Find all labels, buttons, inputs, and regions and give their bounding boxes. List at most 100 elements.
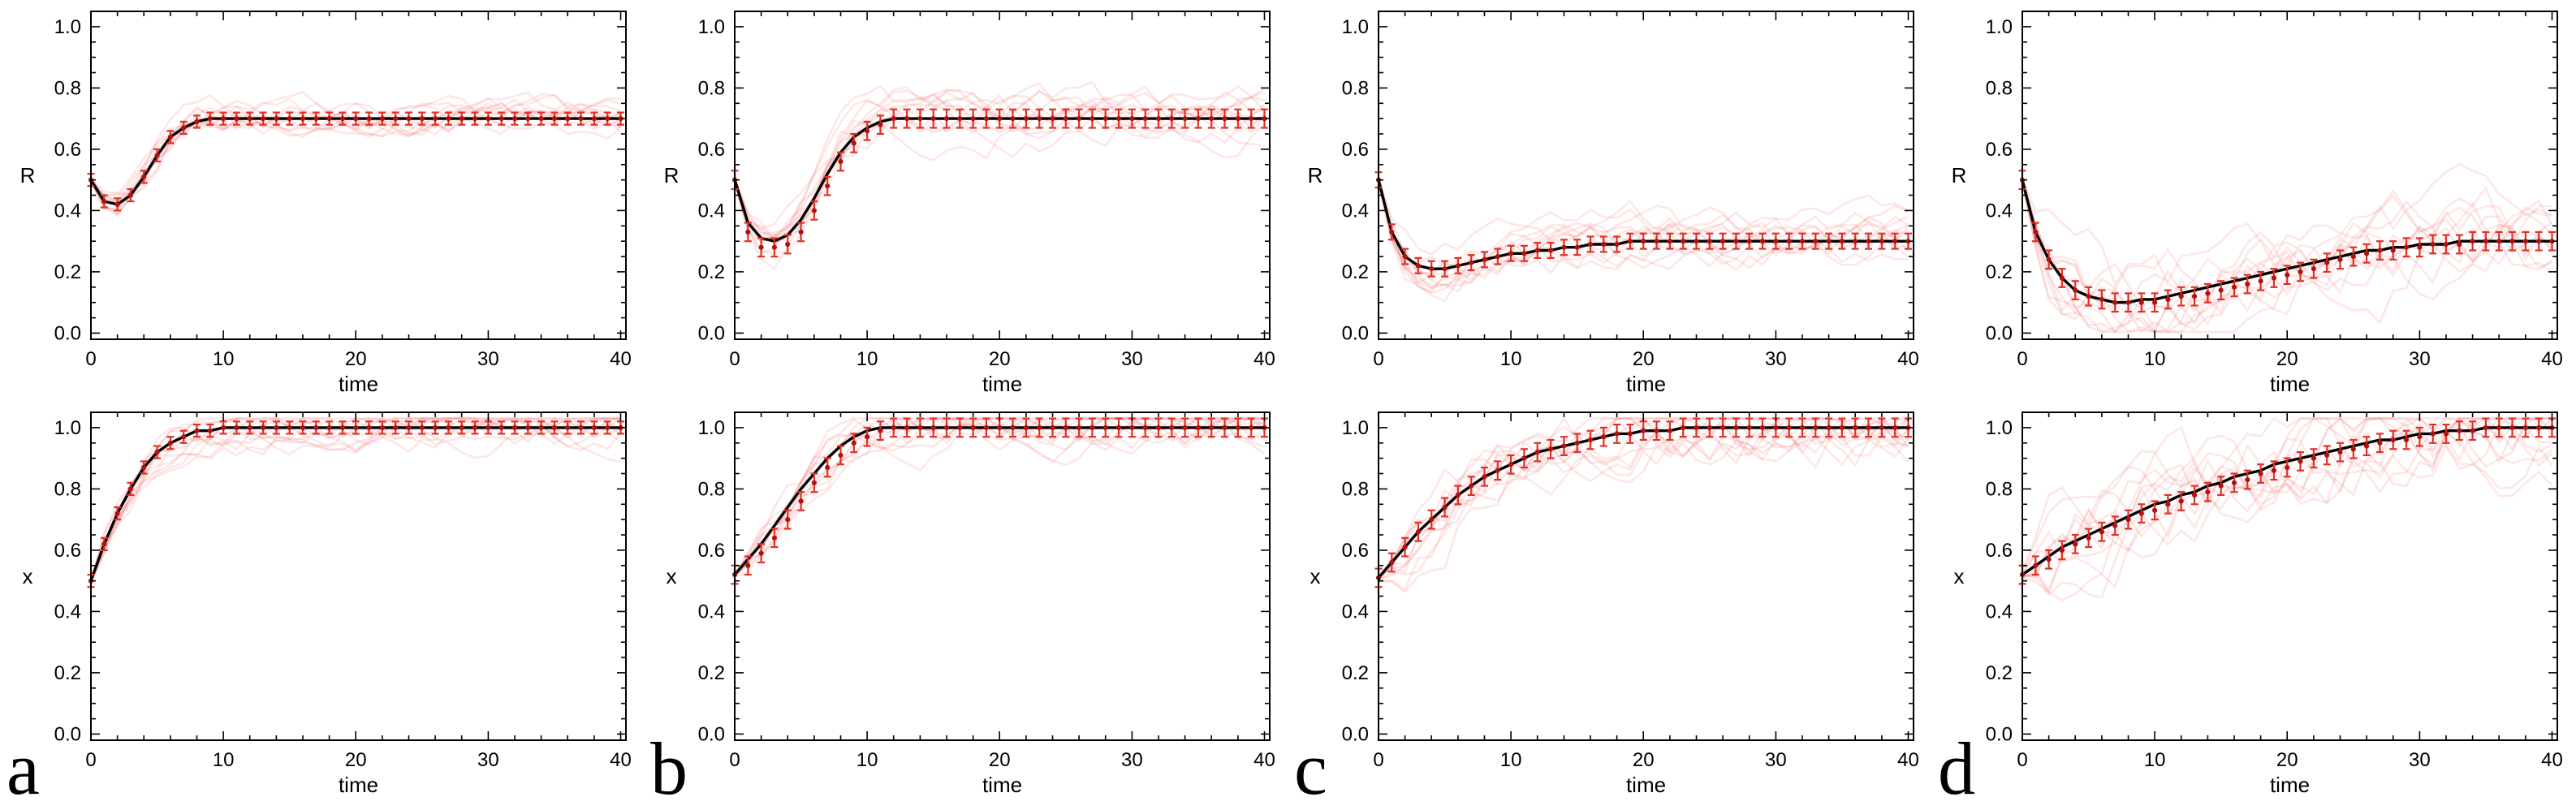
svg-text:20: 20 — [1633, 348, 1655, 370]
data-points — [88, 116, 624, 207]
svg-text:0.8: 0.8 — [698, 478, 725, 500]
frame-ticks: 0 10 20 30 40 0.0 0.2 0.4 0.6 0.8 1.0 — [1986, 412, 2563, 771]
svg-text:40: 40 — [1253, 348, 1275, 370]
x-axis-label: time — [982, 372, 1022, 396]
svg-text:10: 10 — [1500, 749, 1522, 771]
y-axis-label: x — [1954, 564, 1965, 588]
svg-text:10: 10 — [857, 749, 878, 771]
svg-text:30: 30 — [2409, 749, 2431, 771]
svg-text:1.0: 1.0 — [54, 417, 81, 439]
svg-text:0.2: 0.2 — [1986, 662, 2013, 684]
y-axis-label: R — [20, 163, 36, 187]
svg-text:20: 20 — [1633, 749, 1655, 771]
svg-text:30: 30 — [2409, 348, 2431, 370]
panel-label-d: d — [1938, 727, 1975, 810]
svg-text:0.0: 0.0 — [1342, 322, 1369, 344]
y-axis-label: R — [1952, 163, 1967, 187]
svg-text:0.8: 0.8 — [54, 478, 81, 500]
svg-text:1.0: 1.0 — [1342, 16, 1369, 38]
svg-text:0.8: 0.8 — [698, 77, 725, 99]
error-bars — [1374, 171, 1912, 278]
x-axis-label: time — [2270, 773, 2310, 797]
frame-ticks: 0 10 20 30 40 0.0 0.2 0.4 0.6 0.8 1.0 — [1342, 11, 1919, 370]
chart-svg: 0 10 20 30 40 0.0 0.2 0.4 0.6 0.8 1.0 time x — [1288, 401, 1931, 802]
svg-text:0.0: 0.0 — [1986, 723, 2013, 745]
data-points — [2019, 177, 2555, 305]
y-axis-label: x — [23, 564, 33, 588]
svg-text:40: 40 — [2541, 749, 2563, 771]
svg-text:10: 10 — [1500, 348, 1522, 370]
chart-svg: 0 10 20 30 40 0.0 0.2 0.4 0.6 0.8 1.0 time R — [1288, 0, 1931, 401]
svg-text:20: 20 — [345, 348, 367, 370]
svg-text:0.8: 0.8 — [1342, 77, 1369, 99]
panel-label-c: c — [1294, 727, 1327, 810]
svg-text:0.4: 0.4 — [1342, 200, 1369, 222]
chart-svg: 0 10 20 30 40 0.0 0.2 0.4 0.6 0.8 1.0 time R — [644, 0, 1288, 401]
chart-b-x: 0 10 20 30 40 0.0 0.2 0.4 0.6 0.8 1.0 time x — [644, 401, 1288, 802]
svg-text:0: 0 — [2017, 348, 2027, 370]
svg-text:0: 0 — [85, 348, 96, 370]
svg-text:0.0: 0.0 — [54, 723, 81, 745]
svg-text:40: 40 — [1253, 749, 1275, 771]
panel-label-a: a — [6, 727, 40, 810]
svg-text:0.6: 0.6 — [1986, 540, 2013, 562]
svg-text:30: 30 — [477, 348, 499, 370]
svg-text:0: 0 — [1373, 348, 1383, 370]
svg-text:40: 40 — [1897, 749, 1919, 771]
svg-text:10: 10 — [213, 749, 235, 771]
plot-frame — [734, 11, 1271, 340]
svg-text:0.2: 0.2 — [1986, 261, 2013, 283]
x-axis-label: time — [2270, 372, 2310, 396]
data-points — [731, 424, 1267, 578]
svg-text:0.2: 0.2 — [54, 261, 81, 283]
plot-frame — [90, 411, 627, 741]
svg-text:0.0: 0.0 — [698, 322, 725, 344]
plot-frame — [90, 11, 627, 340]
frame-ticks: 0 10 20 30 40 0.0 0.2 0.4 0.6 0.8 1.0 — [1342, 412, 1919, 771]
chart-a-R: 0 10 20 30 40 0.0 0.2 0.4 0.6 0.8 1.0 time R — [0, 0, 644, 401]
chart-svg: 0 10 20 30 40 0.0 0.2 0.4 0.6 0.8 1.0 time x — [0, 401, 644, 802]
frame-ticks: 0 10 20 30 40 0.0 0.2 0.4 0.6 0.8 1.0 — [1986, 11, 2563, 370]
plot-frame — [2022, 11, 2558, 340]
svg-text:30: 30 — [1121, 749, 1143, 771]
svg-text:0.0: 0.0 — [1342, 723, 1369, 745]
chart-c-x: 0 10 20 30 40 0.0 0.2 0.4 0.6 0.8 1.0 time x — [1288, 401, 1931, 802]
chart-d-x: 0 10 20 30 40 0.0 0.2 0.4 0.6 0.8 1.0 time x — [1931, 401, 2575, 802]
svg-text:0.2: 0.2 — [54, 662, 81, 684]
svg-text:0.4: 0.4 — [54, 601, 81, 623]
svg-text:1.0: 1.0 — [698, 16, 725, 38]
svg-text:20: 20 — [2276, 749, 2298, 771]
data-points — [1375, 424, 1911, 580]
svg-text:0.8: 0.8 — [1986, 77, 2013, 99]
panel-c: 0 10 20 30 40 0.0 0.2 0.4 0.6 0.8 1.0 time R 0 10 20 30… — [1288, 0, 1931, 810]
svg-text:0.4: 0.4 — [1342, 601, 1369, 623]
panel-b: 0 10 20 30 40 0.0 0.2 0.4 0.6 0.8 1.0 time R 0 10 20 30… — [644, 0, 1288, 806]
chart-svg: 0 10 20 30 40 0.0 0.2 0.4 0.6 0.8 1.0 time x — [1931, 401, 2575, 802]
chart-svg: 0 10 20 30 40 0.0 0.2 0.4 0.6 0.8 1.0 time x — [644, 401, 1288, 802]
frame-ticks: 0 10 20 30 40 0.0 0.2 0.4 0.6 0.8 1.0 — [54, 11, 632, 370]
data-points — [731, 116, 1267, 250]
svg-text:0.2: 0.2 — [698, 662, 725, 684]
svg-text:0.4: 0.4 — [698, 200, 725, 222]
svg-text:40: 40 — [2541, 348, 2563, 370]
y-axis-label: R — [664, 163, 680, 187]
svg-text:1.0: 1.0 — [698, 417, 725, 439]
svg-text:0.0: 0.0 — [1986, 322, 2013, 344]
svg-text:0: 0 — [1373, 749, 1383, 771]
data-points — [88, 424, 624, 584]
chart-svg: 0 10 20 30 40 0.0 0.2 0.4 0.6 0.8 1.0 time R — [1931, 0, 2575, 401]
error-bars — [87, 111, 624, 212]
svg-text:20: 20 — [989, 348, 1011, 370]
x-axis-label: time — [339, 372, 378, 396]
y-axis-label: x — [667, 564, 677, 588]
svg-text:40: 40 — [610, 348, 632, 370]
svg-text:1.0: 1.0 — [1986, 417, 2013, 439]
y-axis-label: x — [1310, 564, 1321, 588]
svg-text:0: 0 — [729, 348, 740, 370]
svg-text:0.0: 0.0 — [54, 322, 81, 344]
svg-text:40: 40 — [1897, 348, 1919, 370]
svg-text:20: 20 — [345, 749, 367, 771]
svg-text:1.0: 1.0 — [54, 16, 81, 38]
svg-text:10: 10 — [2144, 749, 2166, 771]
